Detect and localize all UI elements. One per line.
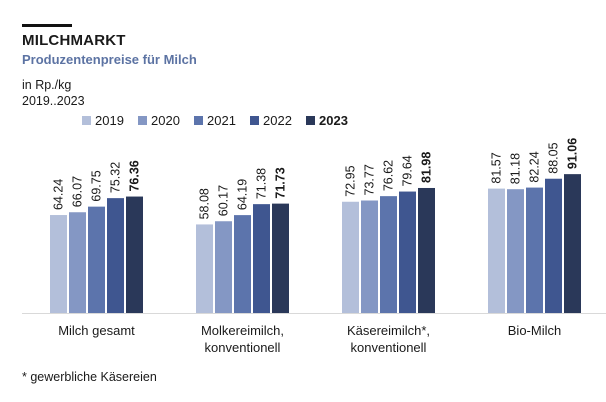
data-label-2-2020: 73.77 (363, 164, 377, 195)
data-label-3-2021: 82.24 (528, 151, 542, 182)
category-label-1-0: Molkereimilch, (201, 323, 284, 338)
bar-0-2019 (50, 215, 67, 313)
data-label-1-2019: 58.08 (198, 188, 212, 219)
bar-0-2022 (107, 198, 124, 313)
category-label-1-1: konventionell (205, 340, 281, 355)
chart-subtitle: Produzentenpreise für Milch (22, 52, 197, 67)
legend-label-2023: 2023 (319, 113, 348, 128)
bar-0-2023 (126, 196, 143, 313)
title-accent-bar (22, 24, 72, 27)
bar-2-2021 (380, 196, 397, 313)
category-label-2-1: konventionell (351, 340, 427, 355)
legend-label-2019: 2019 (95, 113, 124, 128)
bar-3-2020 (507, 189, 524, 313)
data-label-0-2023: 76.36 (128, 160, 142, 191)
bar-1-2022 (253, 204, 270, 313)
data-label-0-2021: 69.75 (90, 170, 104, 201)
data-label-0-2019: 64.24 (52, 179, 66, 210)
legend-swatch-2021 (194, 116, 203, 125)
category-label-3-0: Bio-Milch (508, 323, 561, 338)
data-label-2-2023: 81.98 (420, 152, 434, 183)
bar-2-2022 (399, 191, 416, 313)
bar-3-2023 (564, 174, 581, 313)
data-label-1-2021: 64.19 (236, 179, 250, 210)
data-label-0-2022: 75.32 (109, 162, 123, 193)
data-label-1-2020: 60.17 (217, 185, 231, 216)
data-label-0-2020: 66.07 (71, 176, 85, 207)
data-label-1-2023: 71.73 (274, 167, 288, 198)
unit-label: in Rp./kg (22, 78, 72, 92)
category-label-0-0: Milch gesamt (58, 323, 135, 338)
data-label-2-2022: 79.64 (401, 155, 415, 186)
data-label-3-2020: 81.18 (509, 153, 523, 184)
footnote: * gewerbliche Käsereien (22, 370, 157, 384)
bar-1-2021 (234, 215, 251, 313)
legend-swatch-2020 (138, 116, 147, 125)
data-label-1-2022: 71.38 (255, 168, 269, 199)
category-label-2-0: Käsereimilch*, (347, 323, 430, 338)
bar-1-2023 (272, 203, 289, 313)
bar-3-2019 (488, 188, 505, 313)
data-label-3-2019: 81.57 (490, 152, 504, 183)
legend-label-2020: 2020 (151, 113, 180, 128)
legend-swatch-2023 (306, 116, 315, 125)
legend-swatch-2019 (82, 116, 91, 125)
bar-2-2023 (418, 187, 435, 313)
data-label-3-2023: 91.06 (566, 138, 580, 169)
period-label: 2019..2023 (22, 94, 85, 108)
legend-label-2022: 2022 (263, 113, 292, 128)
bar-1-2020 (215, 221, 232, 313)
bar-0-2020 (69, 212, 86, 313)
data-label-3-2022: 88.05 (547, 142, 561, 173)
bar-1-2019 (196, 224, 213, 313)
bar-3-2021 (526, 187, 543, 313)
data-label-2-2019: 72.95 (344, 165, 358, 196)
bar-3-2022 (545, 178, 562, 313)
legend-swatch-2022 (250, 116, 259, 125)
data-label-2-2021: 76.62 (382, 160, 396, 191)
legend-label-2021: 2021 (207, 113, 236, 128)
bar-0-2021 (88, 206, 105, 313)
page-title: MILCHMARKT (22, 32, 126, 49)
bar-2-2019 (342, 201, 359, 313)
bar-2-2020 (361, 200, 378, 313)
